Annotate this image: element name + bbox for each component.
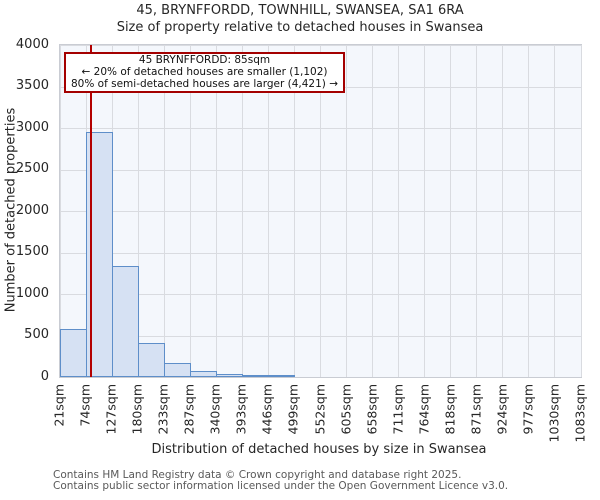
- y-tick-label: 1000: [15, 285, 49, 301]
- x-tick-label: 127sqm: [103, 384, 119, 435]
- x-tick-label: 233sqm: [155, 384, 171, 435]
- y-tick-label: 4000: [15, 36, 49, 52]
- gridline-horizontal: [60, 335, 581, 337]
- chart-subtitle: Size of property relative to detached ho…: [116, 20, 484, 35]
- histogram-bar: [216, 374, 244, 377]
- gridline-vertical: [580, 45, 582, 377]
- annotation-line-3: 80% of semi-detached houses are larger (…: [70, 77, 338, 90]
- gridline-horizontal: [60, 252, 581, 254]
- x-tick-label: 21sqm: [51, 384, 67, 427]
- annotation-line-2: ← 20% of detached houses are smaller (1,…: [81, 65, 328, 78]
- x-tick-label: 287sqm: [181, 384, 197, 435]
- annotation-box: 45 BRYNFFORDD: 85sqm ← 20% of detached h…: [64, 52, 345, 94]
- x-tick-label: 74sqm: [77, 384, 93, 427]
- annotation-line-1: 45 BRYNFFORDD: 85sqm: [138, 54, 271, 66]
- x-tick-label: 764sqm: [416, 384, 432, 435]
- x-tick-label: 340sqm: [207, 384, 223, 435]
- x-tick-label: 180sqm: [129, 384, 145, 435]
- y-tick-label: 3000: [15, 119, 49, 135]
- histogram-bar: [242, 375, 270, 377]
- x-tick-label: 1083sqm: [572, 384, 588, 443]
- histogram-bar: [60, 328, 88, 377]
- x-tick-label: 446sqm: [259, 384, 275, 435]
- x-tick-label: 818sqm: [442, 384, 458, 435]
- marker-line: [90, 45, 93, 377]
- y-tick-label: 3500: [15, 78, 49, 93]
- x-tick-label: 1030sqm: [546, 384, 562, 443]
- gridline-horizontal: [60, 294, 581, 295]
- x-axis-title: Distribution of detached houses by size …: [151, 442, 487, 457]
- footer-line-2: Contains public sector information licen…: [53, 480, 509, 492]
- histogram-bar: [164, 363, 192, 377]
- x-tick-label: 605sqm: [338, 384, 354, 435]
- x-tick-label: 658sqm: [364, 384, 380, 435]
- y-tick-label: 500: [24, 327, 49, 342]
- histogram-bar: [138, 342, 166, 377]
- histogram-bar: [112, 265, 140, 377]
- gridline-horizontal: [60, 169, 581, 171]
- y-tick-label: 0: [40, 368, 49, 384]
- x-tick-label: 711sqm: [390, 384, 406, 435]
- gridline-horizontal: [60, 211, 581, 212]
- gridline-horizontal: [60, 128, 581, 129]
- plot-area: 45 BRYNFFORDD: 85sqm ← 20% of detached h…: [59, 44, 582, 378]
- x-tick-label: 871sqm: [468, 384, 484, 435]
- x-tick-label: 977sqm: [520, 384, 536, 435]
- footer-line-1: Contains HM Land Registry data © Crown c…: [53, 469, 462, 481]
- y-tick-label: 2000: [15, 202, 49, 218]
- y-tick-label: 2500: [15, 161, 49, 176]
- x-tick-label: 552sqm: [312, 384, 327, 435]
- chart-title: 45, BRYNFFORDD, TOWNHILL, SWANSEA, SA1 6…: [136, 3, 464, 18]
- x-tick-label: 393sqm: [233, 384, 249, 435]
- x-tick-label: 499sqm: [285, 384, 301, 435]
- histogram-bar: [190, 370, 218, 377]
- y-tick-label: 1500: [15, 244, 49, 259]
- gridline-horizontal: [60, 45, 581, 46]
- x-tick-label: 924sqm: [494, 384, 510, 435]
- histogram-bar: [268, 375, 296, 377]
